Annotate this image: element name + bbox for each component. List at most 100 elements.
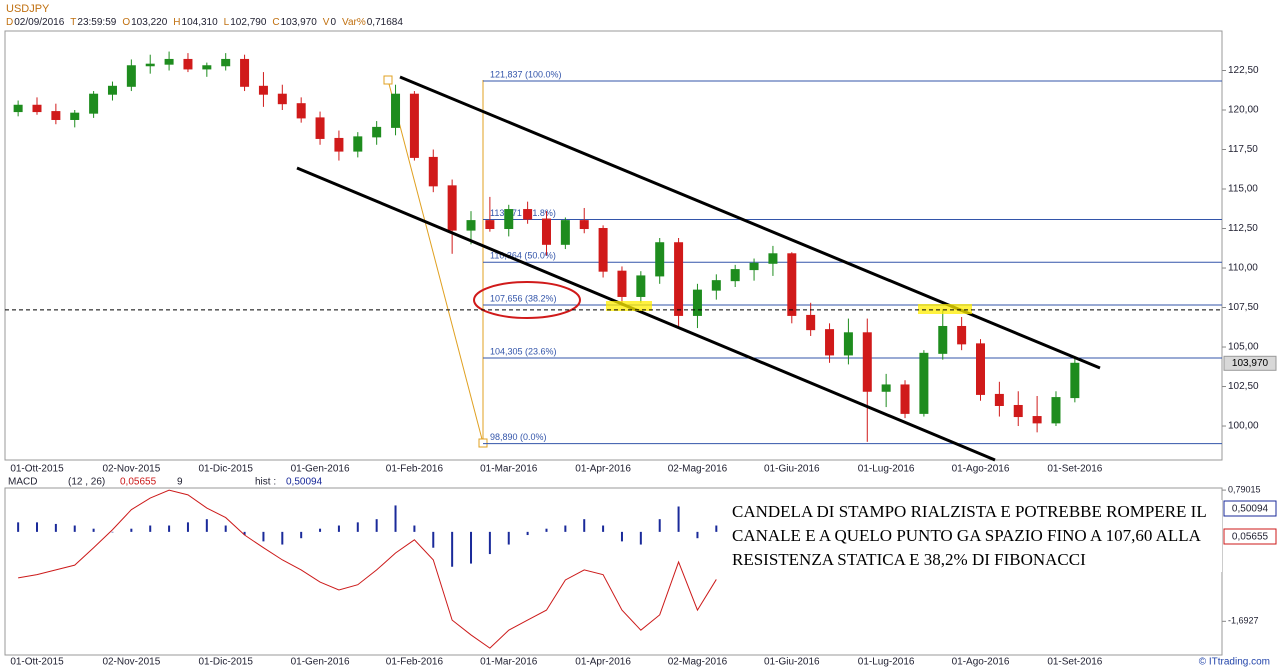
candle-body — [466, 220, 476, 231]
hist-bar — [149, 525, 152, 532]
hist-box-value: 0,50094 — [1232, 504, 1269, 515]
x-tick-label: 01-Mar-2016 — [480, 657, 538, 668]
y-tick-label: 115,00 — [1228, 184, 1258, 195]
info-value: 0,71684 — [367, 17, 404, 28]
info-key: V — [323, 17, 330, 28]
macd-panel — [4, 487, 1223, 656]
fib-label: 121,837 (100.0%) — [490, 69, 562, 79]
candle-body — [1032, 416, 1042, 424]
hist-bar — [111, 531, 114, 533]
candle-body — [598, 228, 608, 272]
candle-body — [258, 85, 268, 95]
candle-body — [579, 220, 589, 230]
hist-bar — [639, 531, 642, 545]
candle-body — [51, 111, 61, 120]
x-tick-label: 01-Dic-2015 — [198, 464, 253, 475]
hist-bar — [545, 528, 548, 532]
info-bar: D02/09/2016 T23:59:59 O103,220 H104,310 L102… — [6, 17, 403, 28]
hist-bar — [583, 519, 586, 532]
x-tick-label: 01-Feb-2016 — [386, 657, 444, 668]
x-tick-label: 02-Nov-2015 — [102, 464, 160, 475]
x-tick-label: 01-Apr-2016 — [575, 657, 631, 668]
candle-body — [976, 343, 985, 395]
candle-body — [13, 104, 23, 113]
y-tick-label: 105,00 — [1228, 342, 1259, 353]
x-tick-label: 01-Lug-2016 — [858, 464, 915, 475]
x-tick-label: 01-Gen-2016 — [291, 464, 350, 475]
candle-body — [296, 103, 306, 119]
hist-box — [1223, 500, 1277, 517]
candle-body — [1051, 397, 1061, 424]
hist-bar — [526, 531, 529, 536]
x-tick-label: 01-Giu-2016 — [764, 464, 820, 475]
x-tick-label: 01-Ott-2015 — [10, 657, 64, 668]
x-tick-label: 01-Feb-2016 — [386, 464, 444, 475]
x-tick-label: 01-Mar-2016 — [480, 464, 538, 475]
candle-body — [994, 393, 1004, 406]
candle-body — [768, 253, 778, 264]
hist-bar — [186, 522, 189, 532]
candle-body — [145, 63, 155, 67]
hist-bar — [375, 519, 378, 532]
hist-bar — [488, 531, 491, 555]
candle-body — [1070, 362, 1080, 399]
y-tick-label: 107,50 — [1228, 302, 1259, 313]
fib-diagonal — [387, 79, 484, 444]
y-tick-label: 102,50 — [1228, 381, 1259, 392]
x-tick-label: 02-Mag-2016 — [668, 464, 728, 475]
candle-body — [89, 93, 99, 114]
candle-body — [164, 58, 174, 65]
candle-body — [240, 58, 250, 87]
y-tick-label: 110,00 — [1228, 263, 1258, 274]
price-panel — [4, 30, 1223, 461]
fib-label: 110,364 (50.0%) — [490, 251, 556, 261]
hist-bar — [677, 506, 680, 532]
candle-body — [862, 332, 872, 392]
macd-params: (12 , 26) — [68, 477, 105, 488]
x-tick-label: 02-Mag-2016 — [668, 657, 728, 668]
x-tick-label: 01-Set-2016 — [1047, 464, 1102, 475]
hist-bar — [205, 519, 208, 532]
x-tick-label: 01-Lug-2016 — [858, 657, 915, 668]
hist-bar — [356, 522, 359, 532]
hist-bar — [470, 531, 473, 564]
y-tick-label: -1,6927 — [1228, 616, 1259, 626]
hist-bar — [696, 531, 699, 539]
macd-box-value: 0,05655 — [1232, 532, 1269, 543]
macd-value: 0,05655 — [120, 477, 157, 488]
x-tick-label: 01-Set-2016 — [1047, 657, 1102, 668]
hist-bar — [168, 525, 171, 532]
hist-bar — [224, 525, 227, 532]
info-value: 102,790 — [230, 17, 267, 28]
candle-body — [202, 65, 212, 70]
hist-bar — [243, 531, 246, 536]
candle-body — [655, 242, 665, 277]
info-key: Var% — [342, 17, 366, 28]
info-key: L — [224, 17, 230, 28]
candle-body — [900, 384, 910, 414]
channel-upper — [399, 75, 1101, 370]
x-tick-label: 01-Gen-2016 — [291, 657, 350, 668]
x-tick-label: 01-Apr-2016 — [575, 464, 631, 475]
hist-bar — [17, 522, 20, 532]
candle-body — [32, 104, 42, 113]
candle-body — [749, 262, 759, 271]
candle-body — [126, 65, 136, 87]
last-price-label: 103,970 — [1232, 358, 1269, 369]
fib-tool — [383, 75, 488, 448]
hist-bar — [658, 519, 661, 532]
candle-body — [277, 93, 287, 105]
candle-body — [485, 220, 495, 230]
candle-body — [107, 85, 117, 95]
candle-body — [730, 269, 740, 282]
y-tick-label: 120,00 — [1228, 105, 1259, 116]
hist-bar — [451, 531, 454, 567]
x-tick-label: 01-Ago-2016 — [952, 464, 1010, 475]
candle-body — [504, 209, 514, 230]
candle-body — [617, 270, 627, 297]
hist-bar — [130, 528, 133, 532]
fib-label: 104,305 (23.6%) — [490, 346, 557, 356]
fib-handle — [478, 438, 488, 448]
highlight — [606, 301, 652, 311]
